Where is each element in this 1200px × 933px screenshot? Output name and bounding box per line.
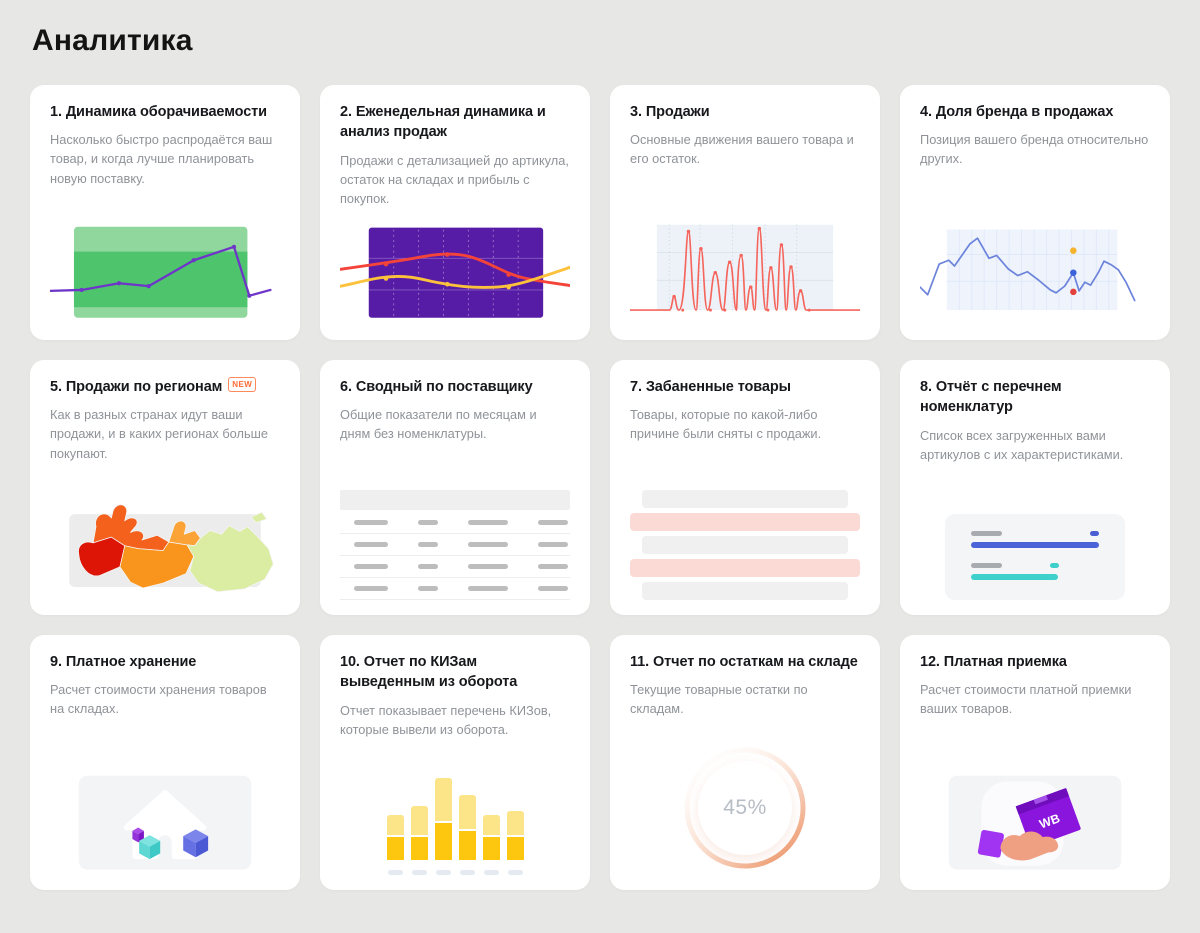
regions-map-illustration bbox=[50, 495, 280, 600]
warehouse-illustration bbox=[50, 770, 280, 875]
card-title: 6. Сводный по поставщику bbox=[340, 379, 533, 395]
card-supplier-summary[interactable]: 6. Сводный по поставщику Общие показател… bbox=[320, 360, 590, 615]
card-title: 7. Забаненные товары bbox=[630, 379, 791, 395]
card-title: 9. Платное хранение bbox=[50, 654, 197, 670]
card-description: Позиция вашего бренда относительно други… bbox=[920, 132, 1149, 167]
card-description: Текущие товарные остатки по складам. bbox=[630, 682, 808, 717]
kiz-bars-illustration bbox=[340, 772, 570, 875]
card-title: 8. Отчёт с перечнем номенклатур bbox=[920, 379, 1062, 416]
weekly-sales-chart-illustration bbox=[340, 220, 570, 325]
card-title: 1. Динамика оборачиваемости bbox=[50, 104, 267, 120]
card-title: 5. Продажи по регионам NEW bbox=[50, 377, 280, 397]
card-title: 2. Еженедельная динамика и анализ продаж bbox=[340, 104, 546, 141]
progress-value: 45% bbox=[723, 796, 767, 819]
card-brand-share[interactable]: 4. Доля бренда в продажах Позиция вашего… bbox=[900, 85, 1170, 340]
card-description: Отчет показывает перечень КИЗов, которые… bbox=[340, 702, 552, 737]
card-title: 11. Отчет по остаткам на складе bbox=[630, 654, 858, 670]
card-description: Товары, которые по какой-либо причине бы… bbox=[630, 407, 822, 442]
page-title: Аналитика bbox=[32, 24, 193, 57]
hand-icon bbox=[977, 829, 1059, 861]
card-description: Продажи с детализацией до артикула, оста… bbox=[340, 152, 569, 206]
skeleton-table-row bbox=[340, 578, 570, 600]
purple-cube-icon bbox=[132, 827, 144, 842]
blue-cube-icon bbox=[183, 829, 209, 857]
teal-cube-icon bbox=[139, 834, 161, 859]
card-sales[interactable]: 3. Продажи Основные движения вашего това… bbox=[610, 85, 880, 340]
card-kiz-report[interactable]: 10. Отчет по КИЗам выведенным из оборота… bbox=[320, 635, 590, 890]
row-placeholder bbox=[642, 582, 848, 600]
card-paid-storage[interactable]: 9. Платное хранение Расчет стоимости хра… bbox=[30, 635, 300, 890]
card-title: 10. Отчет по КИЗам выведенным из оборота bbox=[340, 654, 518, 691]
progress-ring-illustration: 45% bbox=[630, 745, 860, 875]
card-nomenclature-report[interactable]: 8. Отчёт с перечнем номенклатур Список в… bbox=[900, 360, 1170, 615]
skeleton-table-row bbox=[340, 512, 570, 534]
svg-text:WB: WB bbox=[1038, 811, 1062, 831]
card-description: Как в разных странах идут ваши продажи, … bbox=[50, 407, 269, 461]
new-badge: NEW bbox=[228, 377, 257, 393]
card-banned-goods[interactable]: 7. Забаненные товары Товары, которые по … bbox=[610, 360, 880, 615]
card-title: 3. Продажи bbox=[630, 104, 710, 120]
paid-acceptance-illustration: WB bbox=[920, 770, 1150, 875]
row-placeholder bbox=[642, 490, 848, 508]
card-description: Список всех загруженных вами артикулов с… bbox=[920, 427, 1124, 462]
card-description: Насколько быстро распродаётся ваш товар,… bbox=[50, 132, 273, 186]
banned-row-highlight bbox=[630, 513, 860, 531]
card-description: Основные движения вашего товара и его ос… bbox=[630, 132, 854, 167]
banned-rows-illustration bbox=[630, 490, 860, 600]
card-paid-acceptance[interactable]: 12. Платная приемка Расчет стоимости пла… bbox=[900, 635, 1170, 890]
card-sales-by-regions[interactable]: 5. Продажи по регионам NEW Как в разных с… bbox=[30, 360, 300, 615]
skeleton-table-header bbox=[340, 490, 570, 510]
banned-row-highlight bbox=[630, 559, 860, 577]
card-stock-remainders[interactable]: 11. Отчет по остаткам на складе Текущие … bbox=[610, 635, 880, 890]
brand-share-chart-illustration bbox=[920, 220, 1150, 325]
sales-spikes-chart-illustration bbox=[630, 220, 860, 325]
report-cards-grid: 1. Динамика оборачиваемости Насколько бы… bbox=[30, 85, 1170, 890]
analytics-page: Аналитика 1. Динамика оборачиваемости На… bbox=[30, 24, 1170, 890]
row-placeholder bbox=[642, 536, 848, 554]
card-description: Расчет стоимости платной приемки ваших т… bbox=[920, 682, 1132, 717]
card-description: Общие показатели по месяцам и дням без н… bbox=[340, 407, 537, 442]
progress-ring bbox=[684, 747, 806, 869]
card-title: 4. Доля бренда в продажах bbox=[920, 104, 1114, 120]
card-description: Расчет стоимости хранения товаров на скл… bbox=[50, 682, 267, 717]
skeleton-table-row bbox=[340, 556, 570, 578]
card-turnover-dynamics[interactable]: 1. Динамика оборачиваемости Насколько бы… bbox=[30, 85, 300, 340]
card-weekly-dynamics[interactable]: 2. Еженедельная динамика и анализ продаж… bbox=[320, 85, 590, 340]
skeleton-table-row bbox=[340, 534, 570, 556]
table-skeleton-illustration bbox=[340, 490, 570, 600]
nomenclature-list-illustration bbox=[920, 514, 1150, 600]
card-title: 12. Платная приемка bbox=[920, 654, 1067, 670]
turnover-chart-illustration bbox=[50, 220, 280, 325]
